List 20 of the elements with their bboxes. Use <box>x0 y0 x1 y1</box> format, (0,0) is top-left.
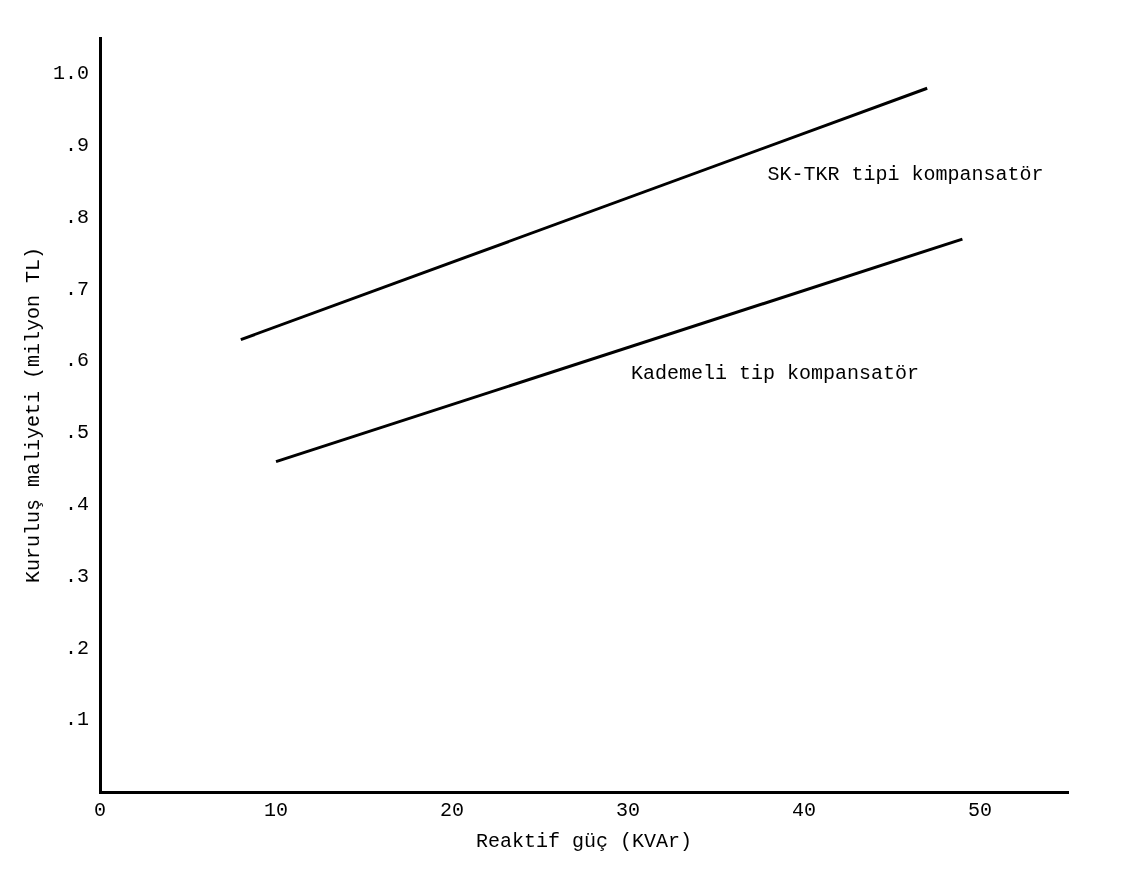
y-tick-label: .7 <box>64 277 90 301</box>
y-axis-title: Kuruluş maliyeti (milyon TL) <box>22 246 46 584</box>
x-tick-label: 20 <box>440 799 465 823</box>
y-tick-label: .8 <box>64 205 90 229</box>
x-tick-label: 30 <box>615 799 641 823</box>
x-tick-label: 50 <box>967 799 993 823</box>
y-tick-label: 1.0 <box>52 62 90 86</box>
series-label: SK-TKR tipi kompansatör <box>767 162 1044 186</box>
y-tick-label: .2 <box>64 636 90 660</box>
x-tick-label: 0 <box>94 799 107 823</box>
x-tick-label: 10 <box>264 799 289 823</box>
y-tick-label: .5 <box>64 421 90 445</box>
y-tick-label: .3 <box>64 564 90 588</box>
y-tick-label: .9 <box>64 134 90 158</box>
y-tick-label: .6 <box>64 349 90 373</box>
x-axis-title: Reaktif güç (KVAr) <box>475 830 693 854</box>
x-tick-label: 40 <box>791 799 817 823</box>
y-tick-label: .1 <box>64 708 90 732</box>
y-tick-label: .4 <box>64 493 90 517</box>
series-label: Kademeli tip kompansatör <box>631 362 920 386</box>
